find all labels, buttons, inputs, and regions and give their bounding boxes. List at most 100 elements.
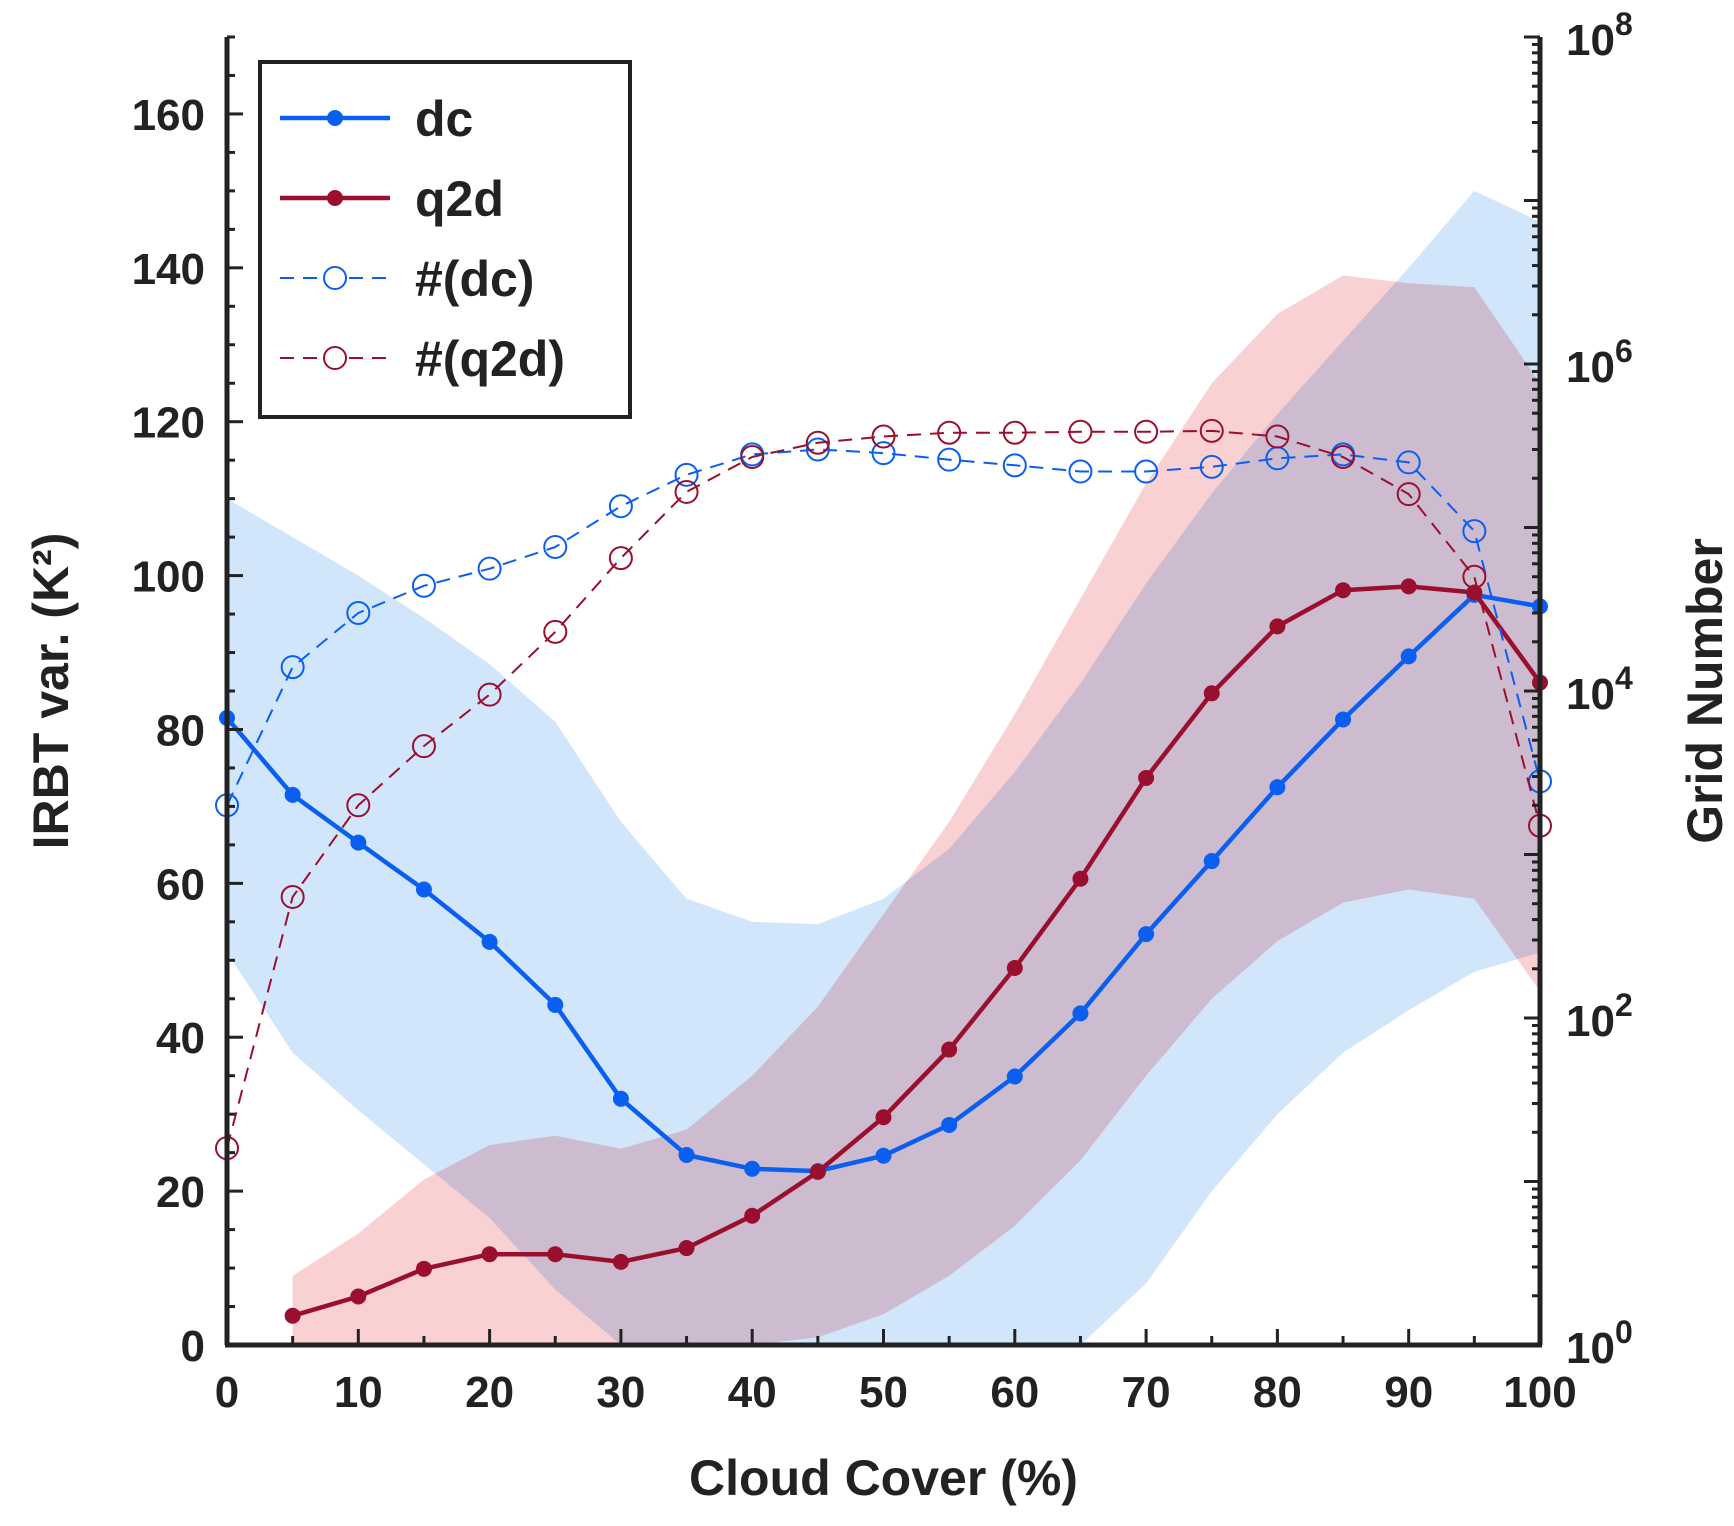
y-left-tick-label: 60 bbox=[156, 860, 205, 909]
x-tick-label: 60 bbox=[990, 1368, 1039, 1417]
series-1-point bbox=[547, 1246, 564, 1263]
series-1-point bbox=[1203, 685, 1220, 702]
series-2-point bbox=[1068, 459, 1093, 484]
series-1-point bbox=[678, 1240, 695, 1257]
y-right-tick-exp: 8 bbox=[1615, 6, 1633, 42]
y-right-tick-label: 104 bbox=[1566, 660, 1633, 719]
series-1-point bbox=[1269, 618, 1286, 635]
x-axis-label: Cloud Cover (%) bbox=[689, 1450, 1078, 1506]
series-3-point bbox=[805, 430, 830, 455]
series-0-point bbox=[875, 1147, 892, 1164]
series-3-point bbox=[740, 444, 765, 469]
series-1-point bbox=[350, 1288, 367, 1305]
series-2-point bbox=[674, 462, 699, 487]
series-0-point bbox=[744, 1160, 761, 1177]
axes: 0 10 20 30 40 50 60 70 80 90 100020406080100120140… bbox=[23, 6, 1733, 1506]
series-1-point bbox=[875, 1109, 892, 1126]
series-1-point bbox=[481, 1246, 498, 1263]
series-3-point bbox=[1199, 418, 1224, 443]
y-left-tick-label: 140 bbox=[132, 245, 205, 294]
series-0-point bbox=[1269, 779, 1286, 796]
y-left-tick-label: 120 bbox=[132, 399, 205, 448]
band-q2d bbox=[292, 275, 1540, 1345]
series-0-point bbox=[1203, 853, 1220, 870]
y-left-tick-label: 40 bbox=[156, 1014, 205, 1063]
series-0-point bbox=[1072, 1005, 1089, 1022]
band-dc bbox=[227, 190, 1540, 1345]
series-2-point bbox=[411, 573, 436, 598]
series-2-point bbox=[937, 447, 962, 472]
series-0-point bbox=[1335, 711, 1352, 728]
series-0-point bbox=[415, 881, 432, 898]
series-3-point bbox=[411, 734, 436, 759]
series-1-point bbox=[1335, 582, 1352, 599]
y-right-tick-label: 100 bbox=[1566, 1314, 1633, 1373]
x-tick-label: 40 bbox=[728, 1368, 777, 1417]
y-right-tick-exp: 4 bbox=[1615, 660, 1633, 696]
series-3-point bbox=[608, 546, 633, 571]
series-0-point bbox=[547, 996, 564, 1013]
x-tick-label: 30 bbox=[596, 1368, 645, 1417]
legend-swatch-marker bbox=[323, 266, 347, 290]
series-2-point bbox=[805, 437, 830, 462]
series-3-point bbox=[1265, 424, 1290, 449]
series-3-point bbox=[1331, 444, 1356, 469]
legend-box bbox=[258, 60, 632, 419]
series-0-point bbox=[1138, 926, 1155, 943]
y-right-tick-label: 102 bbox=[1566, 987, 1633, 1046]
series-0-point bbox=[481, 933, 498, 950]
legend-entry-label: #(dc) bbox=[415, 251, 534, 307]
series-line-2 bbox=[226, 448, 1541, 806]
y-right-tick-base: 10 bbox=[1566, 1324, 1615, 1373]
series-1-point bbox=[415, 1260, 432, 1277]
confidence-bands bbox=[227, 190, 1540, 1345]
series-3-point bbox=[674, 479, 699, 504]
series-0-point bbox=[678, 1146, 695, 1163]
series-1-point bbox=[612, 1253, 629, 1270]
y-right-tick-base: 10 bbox=[1566, 16, 1615, 65]
series-3-point bbox=[1068, 419, 1093, 444]
series-2-point bbox=[1462, 519, 1487, 544]
legend: dc q2d #(dc) #(q2d) bbox=[258, 60, 632, 419]
x-tick-label: 80 bbox=[1253, 1368, 1302, 1417]
series-3-point bbox=[937, 420, 962, 445]
y-right-tick-exp: 2 bbox=[1615, 987, 1633, 1023]
series-1-point bbox=[941, 1041, 958, 1058]
series-line-3 bbox=[226, 429, 1541, 1149]
series-1-point bbox=[1400, 578, 1417, 595]
series-1-point bbox=[1072, 870, 1089, 887]
series-0-point bbox=[1006, 1068, 1023, 1085]
x-tick-label: 70 bbox=[1122, 1368, 1171, 1417]
series-1-point bbox=[1006, 959, 1023, 976]
y-left-tick-label: 80 bbox=[156, 706, 205, 755]
y-left-tick-label: 160 bbox=[132, 91, 205, 140]
legend-swatch-marker bbox=[323, 346, 347, 370]
x-tick-label: 100 bbox=[1503, 1368, 1576, 1417]
series-2-point bbox=[1199, 454, 1224, 479]
legend-entry-label: #(q2d) bbox=[415, 331, 565, 387]
y-axis-right-label: Grid Number bbox=[1677, 538, 1733, 844]
series-0-point bbox=[350, 834, 367, 851]
legend-entry-label: dc bbox=[415, 91, 473, 147]
x-tick-label: 50 bbox=[859, 1368, 908, 1417]
series-3-point bbox=[1002, 420, 1027, 445]
x-tick-label: 90 bbox=[1384, 1368, 1433, 1417]
y-axis-left-label: IRBT var. (K²) bbox=[23, 533, 79, 850]
series-3-point bbox=[346, 793, 371, 818]
series-2-point bbox=[1134, 459, 1159, 484]
series-3-point bbox=[280, 884, 305, 909]
series-3-point bbox=[871, 424, 896, 449]
y-right-tick-base: 10 bbox=[1566, 343, 1615, 392]
legend-swatch-marker bbox=[327, 190, 343, 206]
series-0-point bbox=[941, 1116, 958, 1133]
x-tick-label: 10 bbox=[334, 1368, 383, 1417]
x-tick-label: 20 bbox=[465, 1368, 514, 1417]
series-3-point bbox=[1462, 564, 1487, 589]
series-line-1 bbox=[291, 584, 1542, 1318]
series-3-point bbox=[1134, 419, 1159, 444]
series-2-point bbox=[346, 600, 371, 625]
y-left-tick-label: 0 bbox=[181, 1322, 205, 1371]
series-3-point bbox=[543, 619, 568, 644]
y-right-tick-label: 106 bbox=[1566, 333, 1633, 392]
